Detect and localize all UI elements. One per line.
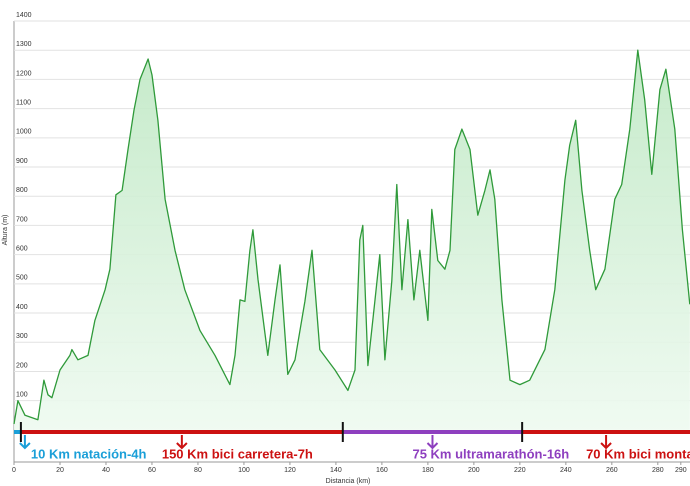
y-tick-label: 900	[16, 158, 28, 165]
x-tick-label: 20	[56, 467, 64, 474]
y-tick-label: 400	[16, 304, 28, 311]
x-tick-label: 160	[376, 467, 388, 474]
y-tick-label: 500	[16, 275, 28, 282]
x-tick-label: 100	[238, 467, 250, 474]
x-tick-label: 290	[675, 467, 687, 474]
y-tick-label: 1400	[16, 12, 32, 19]
y-tick-label: 1200	[16, 70, 32, 77]
x-axis-title: Distancia (km)	[326, 478, 371, 485]
x-tick-label: 220	[514, 467, 526, 474]
y-tick-label: 1100	[16, 99, 31, 106]
x-tick-label: 180	[422, 467, 434, 474]
y-tick-label: 800	[16, 187, 28, 194]
x-tick-label: 200	[468, 467, 480, 474]
x-tick-label: 60	[148, 467, 156, 474]
y-tick-label: 1000	[16, 129, 32, 136]
y-tick-label: 300	[16, 333, 28, 340]
segment-arrow	[19, 435, 31, 450]
area-fill	[14, 50, 690, 430]
x-tick-label: 140	[330, 467, 342, 474]
y-tick-label: 200	[16, 362, 28, 369]
x-tick-label: 280	[652, 467, 664, 474]
segment-label: 70 Km bici montaña-8h	[586, 446, 690, 461]
y-tick-label: 1300	[16, 41, 32, 48]
x-tick-label: 40	[102, 467, 110, 474]
segment-arrow	[426, 435, 439, 450]
y-axis-title: Altura (m)	[2, 215, 9, 246]
y-tick-label: 700	[16, 216, 28, 223]
segment-arrow	[176, 435, 188, 450]
x-tick-label: 0	[12, 467, 16, 474]
x-tick-label: 80	[194, 467, 202, 474]
segment-label: 75 Km ultramarathón-16h	[412, 446, 569, 461]
segment-arrow	[600, 435, 612, 450]
elevation-line	[13, 49, 690, 425]
x-tick-label: 240	[560, 467, 572, 474]
segment-label: 150 Km bici carretera-7h	[162, 446, 313, 461]
y-tick-label: 600	[16, 245, 28, 252]
x-tick-label: 260	[606, 467, 618, 474]
x-tick-label: 120	[284, 467, 296, 474]
y-tick-label: 100	[16, 392, 28, 399]
segment-label: 10 Km natación-4h	[31, 446, 147, 461]
